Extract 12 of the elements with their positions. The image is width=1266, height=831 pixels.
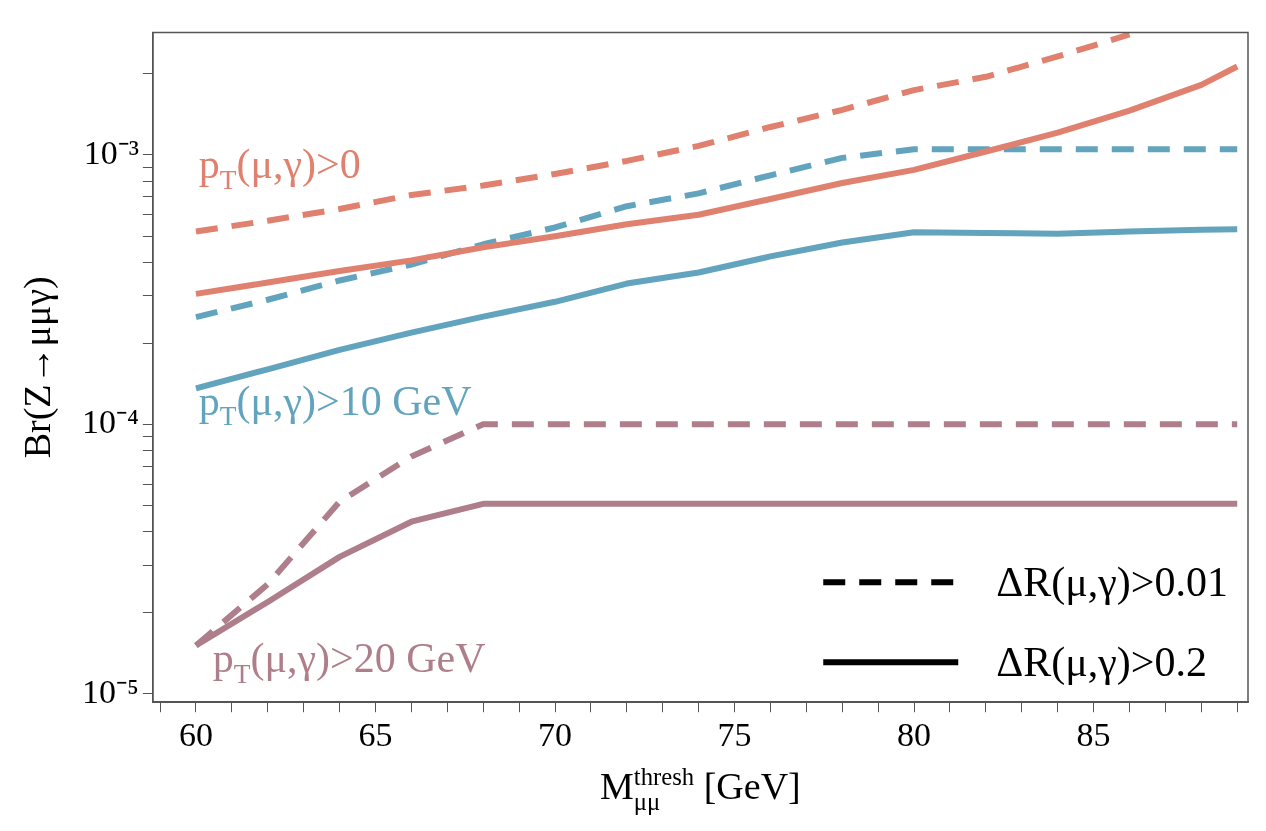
annotation: ΔR(μ,γ)>0.2 (996, 639, 1208, 687)
x-tick-label: 60 (178, 715, 213, 753)
y-tick-label: 10⁻⁵ (81, 672, 139, 710)
y-tick-label: 10⁻³ (83, 133, 139, 171)
x-tick-label: 65 (358, 715, 393, 753)
y-axis-title: Br(Z→μμγ) (16, 276, 59, 459)
y-tick-label: 10⁻⁴ (81, 403, 139, 441)
annotation: ΔR(μ,γ)>0.01 (996, 559, 1229, 607)
x-tick-label: 85 (1076, 715, 1111, 753)
x-tick-label: 80 (897, 715, 932, 753)
x-tick-label: 75 (717, 715, 752, 753)
x-tick-label: 70 (538, 715, 573, 753)
